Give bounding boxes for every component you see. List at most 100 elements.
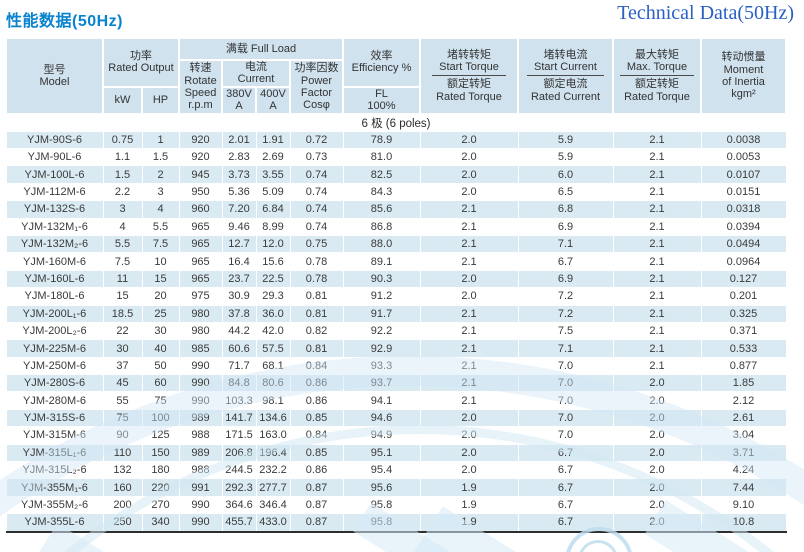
value-cell: 4: [141, 200, 180, 219]
value-cell: 20: [141, 287, 180, 306]
value-cell: 22.5: [255, 269, 291, 289]
value-cell: 75: [141, 391, 180, 410]
table-row: YJM-160L-6 11 15 965 23.7 22.5 0.78 90.3 2.0 6.9 2…: [5, 269, 787, 289]
model-cell: YJM-90S-6: [5, 130, 104, 150]
table-row: YJM-355M₁-6 160 220 991 292.3 277.7 0.87 95.6 1.…: [5, 478, 787, 497]
value-cell: 5.36: [221, 182, 257, 202]
value-cell: 163.0: [255, 426, 291, 445]
value-cell: 45: [102, 374, 143, 393]
model-cell: YJM-160L-6: [5, 269, 104, 289]
value-cell: 10.8: [700, 513, 787, 533]
table-body: YJM-90S-6 0.75 1 920 2.01 1.91 0.72 78.9 2.0 5.9 2…: [5, 130, 787, 533]
value-cell: 91.2: [342, 287, 421, 306]
value-cell: 7.5: [517, 321, 614, 341]
col-header-kw: kW: [102, 85, 143, 115]
value-cell: 6.5: [517, 182, 614, 202]
value-cell: 81.0: [342, 148, 421, 167]
value-cell: 180: [141, 461, 180, 480]
value-cell: 0.84: [289, 426, 344, 445]
value-cell: 2.1: [612, 287, 702, 306]
value-cell: 1.91: [255, 130, 291, 150]
value-cell: 95.6: [342, 478, 421, 497]
col-header-max-torque: 最大转矩 Max. Torque 额定转矩 Rated Torque: [612, 37, 702, 115]
watermark-logo-circle-inner: [578, 540, 618, 552]
col-header-current: 电流 Current: [221, 59, 291, 88]
value-cell: 7.20: [221, 200, 257, 219]
value-cell: 6.7: [517, 478, 614, 497]
value-cell: 2.1: [612, 252, 702, 271]
value-cell: 0.87: [289, 513, 344, 533]
value-cell: 50: [141, 356, 180, 376]
value-cell: 990: [178, 374, 223, 393]
model-cell: YJM-315M-6: [5, 426, 104, 445]
model-cell: YJM-132S-6: [5, 200, 104, 219]
value-cell: 60: [141, 374, 180, 393]
value-cell: 2.0: [419, 408, 519, 428]
value-cell: 2.0: [612, 426, 702, 445]
value-cell: 2.1: [612, 269, 702, 289]
value-cell: 18.5: [102, 304, 143, 323]
value-cell: 232.2: [255, 461, 291, 480]
value-cell: 990: [178, 513, 223, 533]
value-cell: 0.86: [289, 391, 344, 410]
value-cell: 6.0: [517, 165, 614, 184]
value-cell: 2.0: [419, 165, 519, 184]
value-cell: 82.5: [342, 165, 421, 184]
value-cell: 2.69: [255, 148, 291, 167]
value-cell: 6.7: [517, 513, 614, 533]
value-cell: 7.0: [517, 426, 614, 445]
model-cell: YJM-132M₁-6: [5, 217, 104, 236]
model-cell: YJM-160M-6: [5, 252, 104, 271]
value-cell: 2.0: [612, 495, 702, 515]
value-cell: 100: [141, 408, 180, 428]
value-cell: 965: [178, 234, 223, 254]
table-row: YJM-100L-6 1.5 2 945 3.73 3.55 0.74 82.5 2.0 6.0 2…: [5, 165, 787, 184]
col-header-speed: 转速 Rotate Speed r.p.m: [178, 59, 223, 115]
table-row: YJM-315L₁-6 110 150 989 206.8 196.4 0.85 95.1 2.…: [5, 443, 787, 463]
value-cell: 0.81: [289, 304, 344, 323]
value-cell: 0.74: [289, 200, 344, 219]
value-cell: 270: [141, 495, 180, 515]
table-row: YJM-355M₂-6 200 270 990 364.6 346.4 0.87 95.8 1.…: [5, 495, 787, 515]
value-cell: 95.1: [342, 443, 421, 463]
model-cell: YJM-200L₂-6: [5, 321, 104, 341]
value-cell: 0.78: [289, 252, 344, 271]
value-cell: 2.1: [612, 356, 702, 376]
value-cell: 0.75: [289, 234, 344, 254]
value-cell: 86.8: [342, 217, 421, 236]
value-cell: 36.0: [255, 304, 291, 323]
value-cell: 94.6: [342, 408, 421, 428]
value-cell: 80.6: [255, 374, 291, 393]
table-row: YJM-132M₂-6 5.5 7.5 965 12.7 12.0 0.75 88.0 2.1 7…: [5, 234, 787, 254]
value-cell: 12.7: [221, 234, 257, 254]
value-cell: 7.2: [517, 304, 614, 323]
value-cell: 2.83: [221, 148, 257, 167]
value-cell: 0.86: [289, 461, 344, 480]
value-cell: 2: [141, 165, 180, 184]
value-cell: 965: [178, 217, 223, 236]
value-cell: 7.2: [517, 287, 614, 306]
value-cell: 0.73: [289, 148, 344, 167]
value-cell: 1.85: [700, 374, 787, 393]
table-row: YJM-315M-6 90 125 988 171.5 163.0 0.84 94.9 2.0 7…: [5, 426, 787, 445]
col-header-full-load: 满载 Full Load: [178, 37, 344, 61]
value-cell: 2.0: [419, 182, 519, 202]
value-cell: 0.75: [102, 130, 143, 150]
value-cell: 2.01: [221, 130, 257, 150]
value-cell: 1: [141, 130, 180, 150]
value-cell: 8.99: [255, 217, 291, 236]
value-cell: 94.1: [342, 391, 421, 410]
value-cell: 1.9: [419, 495, 519, 515]
value-cell: 0.74: [289, 165, 344, 184]
value-cell: 990: [178, 356, 223, 376]
model-cell: YJM-315S-6: [5, 408, 104, 428]
col-header-start-current: 堵转电流 Start Current 额定电流 Rated Current: [517, 37, 614, 115]
value-cell: 7.1: [517, 234, 614, 254]
value-cell: 0.0053: [700, 148, 787, 167]
col-header-start-torque: 堵转转矩 Start Torque 额定转矩 Rated Torque: [419, 37, 519, 115]
value-cell: 88.0: [342, 234, 421, 254]
value-cell: 0.85: [289, 408, 344, 428]
value-cell: 1.5: [102, 165, 143, 184]
value-cell: 433.0: [255, 513, 291, 533]
